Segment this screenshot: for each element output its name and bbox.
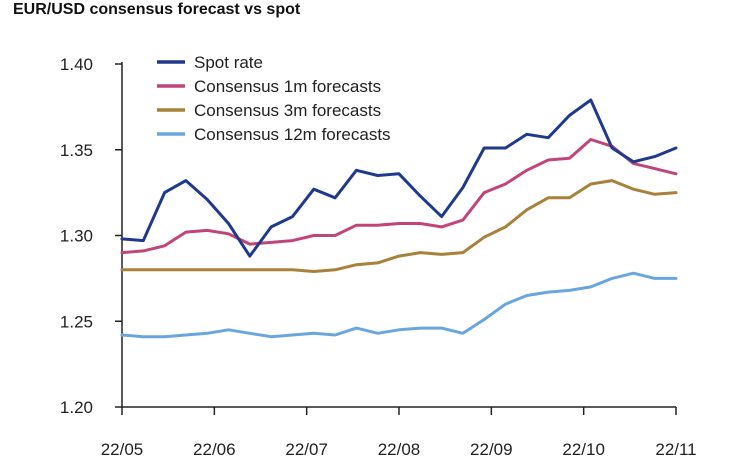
y-tick-label: 1.30 [60, 227, 93, 246]
x-tick-label: 22/08 [378, 440, 421, 459]
legend-label: Consensus 12m forecasts [194, 125, 391, 144]
x-tick-label: 22/07 [285, 440, 328, 459]
series-line-consensus-3m-forecasts [120, 179, 678, 273]
x-tick-label: 22/06 [193, 440, 236, 459]
legend-label: Consensus 3m forecasts [194, 101, 381, 120]
x-tick-label: 22/09 [470, 440, 513, 459]
series-line-consensus-1m-forecasts [120, 138, 678, 255]
x-tick-label: 22/10 [562, 440, 605, 459]
series-line-spot-rate [120, 98, 678, 258]
series-line-consensus-12m-forecasts [120, 271, 678, 339]
y-tick-label: 1.40 [60, 55, 93, 74]
chart-title: EUR/USD consensus forecast vs spot [13, 1, 301, 18]
legend-label: Spot rate [194, 53, 263, 72]
legend-label: Consensus 1m forecasts [194, 77, 381, 96]
y-tick-label: 1.35 [60, 141, 93, 160]
y-tick-label: 1.25 [60, 312, 93, 331]
x-tick-label: 22/05 [101, 440, 144, 459]
x-tick-label: 22/11 [655, 440, 696, 459]
y-tick-label: 1.20 [60, 398, 93, 417]
